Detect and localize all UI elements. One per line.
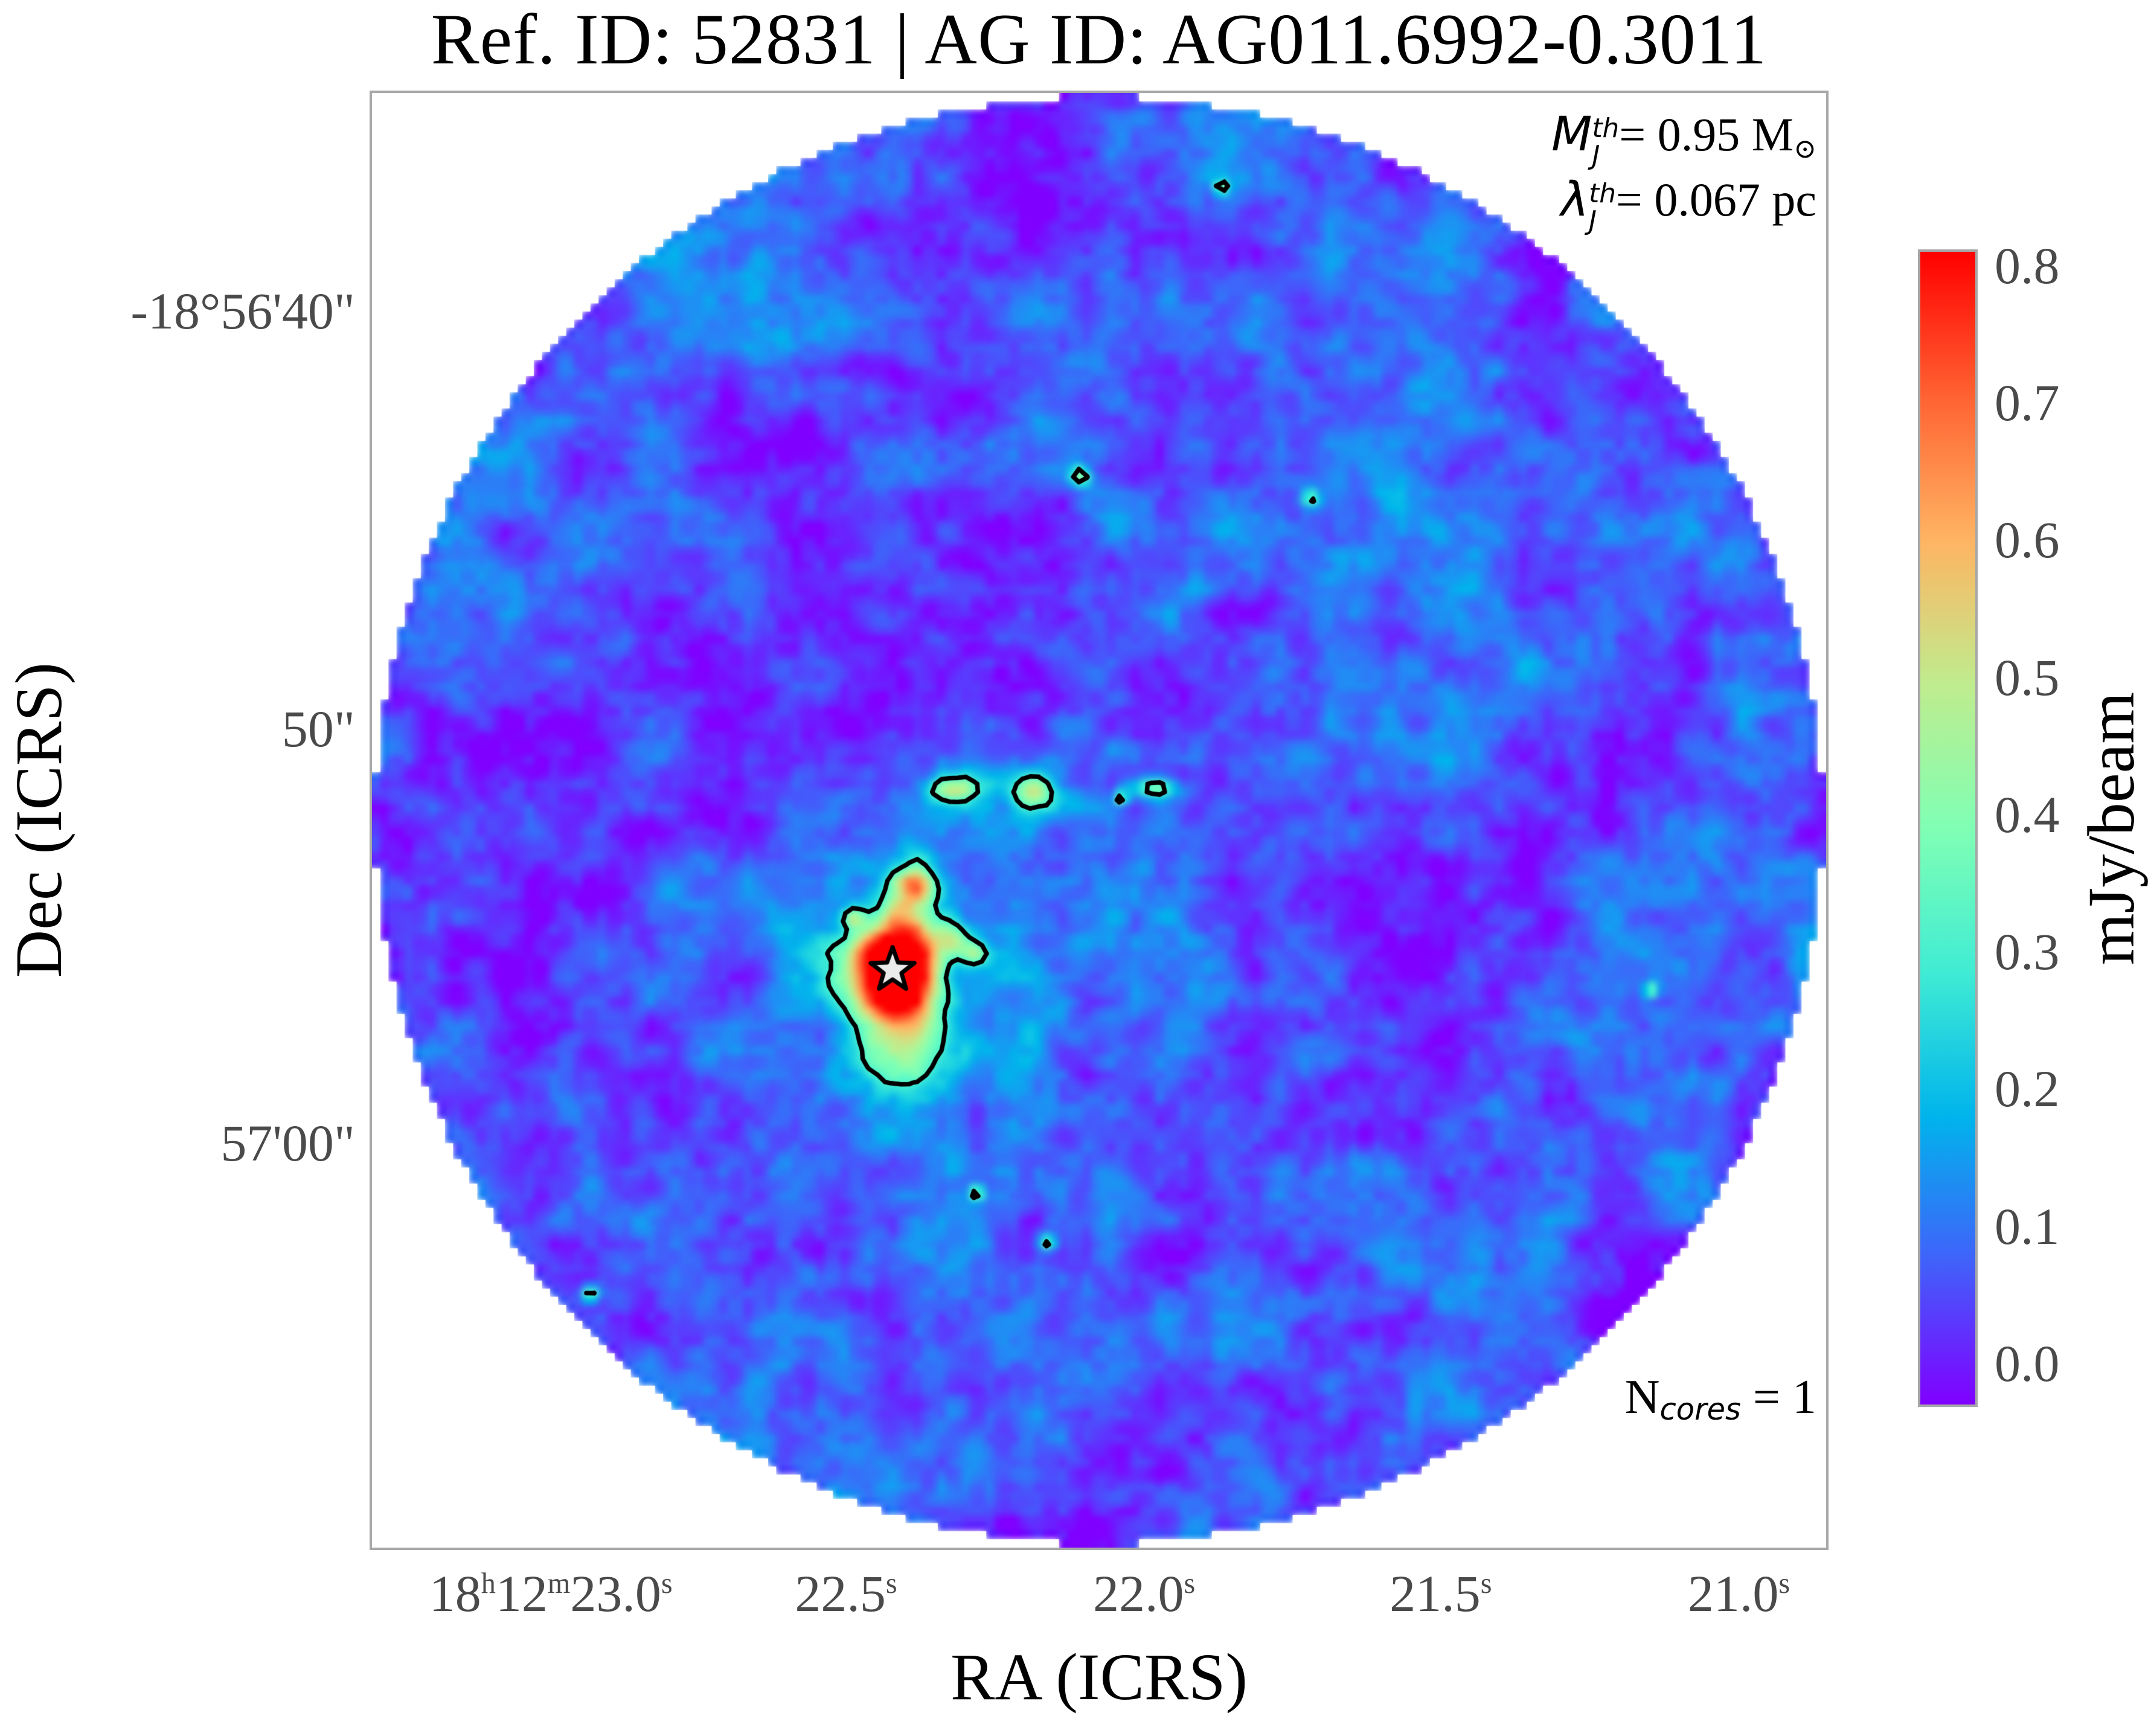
jeans-mass-symbol: M <box>1551 107 1592 162</box>
n-cores-annotation: Ncores = 1 <box>1625 1370 1816 1427</box>
colorbar-tick-label: 0.8 <box>1995 236 2060 295</box>
colorbar-tick-labels: 0.8 0.7 0.6 0.5 0.4 0.3 0.2 0.1 0.0 <box>1995 0 2146 1736</box>
x-tick-label: 21.0s <box>1687 1565 1790 1622</box>
x-axis-label: RA (ICRS) <box>950 1640 1248 1714</box>
x-tick-label: 22.5s <box>795 1565 897 1622</box>
n-cores-value: = 1 <box>1740 1371 1816 1424</box>
y-tick-label: 57'00" <box>220 1114 355 1173</box>
colorbar-tick-label: 0.7 <box>1995 373 2060 432</box>
x-tick-label: 18h12m23.0s <box>429 1565 673 1622</box>
colorbar-tick-label: 0.5 <box>1995 648 2060 706</box>
colorbar-gradient <box>1918 249 1978 1407</box>
x-tick-label: 21.5s <box>1390 1565 1492 1622</box>
colorbar-tick-label: 0.3 <box>1995 923 2060 981</box>
colorbar-tick-label: 0.6 <box>1995 511 2060 569</box>
x-tick-labels: 18h12m23.0s 22.5s 22.0s 21.5s 21.0s <box>372 1565 1826 1650</box>
x-tick-label: 22.0s <box>1093 1565 1196 1622</box>
y-tick-label: 50" <box>281 699 355 758</box>
y-tick-labels: -18°56'40" 50" 57'00" <box>0 93 355 1548</box>
jeans-length-annotation: λ th J = 0.067 pc <box>1551 169 1816 234</box>
colorbar-tick-label: 0.0 <box>1995 1334 2060 1392</box>
sky-map-canvas <box>372 93 1826 1548</box>
n-cores-symbol: N <box>1624 1371 1660 1424</box>
colorbar-tick-label: 0.1 <box>1995 1197 2060 1255</box>
jeans-length-supsub: th J <box>1589 178 1616 236</box>
plot-title: Ref. ID: 52831 | AG ID: AG011.6992-0.301… <box>431 0 1768 79</box>
colorbar-tick-label: 0.2 <box>1995 1060 2060 1118</box>
y-tick-label: -18°56'40" <box>130 282 355 341</box>
colorbar-unit-label: mJy/beam <box>2074 691 2148 966</box>
jeans-length-value: = 0.067 pc <box>1615 173 1816 226</box>
jeans-mass-value: = 0.95 M <box>1619 108 1794 161</box>
solar-mass-icon: ⊙ <box>1794 133 1816 164</box>
colorbar-tick-label: 0.4 <box>1995 785 2060 844</box>
n-cores-subscript: cores <box>1659 1392 1741 1427</box>
jeans-mass-supsub: th J <box>1592 113 1620 171</box>
jeans-length-symbol: λ <box>1560 173 1589 228</box>
